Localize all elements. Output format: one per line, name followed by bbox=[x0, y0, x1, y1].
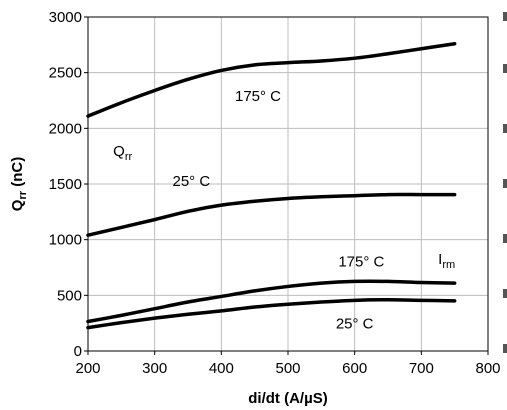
clipped-tick-fragment bbox=[503, 289, 507, 298]
x-tick-label: 700 bbox=[409, 360, 434, 377]
series-line-2 bbox=[86, 279, 457, 324]
y-axis-title: Qrr (nC) bbox=[9, 157, 29, 211]
x-tick-label: 200 bbox=[75, 360, 100, 377]
x-tick-label: 500 bbox=[275, 360, 300, 377]
y-tick-label: 2000 bbox=[49, 120, 82, 137]
y-tick-label: 0 bbox=[74, 343, 82, 360]
x-axis-title: di/dt (A/µS) bbox=[248, 390, 327, 407]
tick-labels: 200 300 400 500 600 700 800 0 500 1000 1500 2000 250… bbox=[49, 9, 501, 377]
clipped-tick-fragment bbox=[503, 64, 507, 73]
y-tick-label: 1500 bbox=[49, 176, 82, 193]
y-tick-label: 3000 bbox=[49, 9, 82, 26]
y-tick-label: 500 bbox=[57, 287, 82, 304]
clipped-tick-fragment bbox=[503, 179, 507, 188]
series-line-3 bbox=[86, 298, 457, 330]
clipped-tick-fragment bbox=[503, 234, 507, 243]
series-line-0 bbox=[86, 41, 457, 118]
annotation-label: 25° C bbox=[172, 173, 210, 190]
annotation-label: 175° C bbox=[338, 253, 384, 270]
clipped-tick-fragment bbox=[503, 124, 507, 133]
clipped-right-axis-marks bbox=[503, 12, 507, 353]
x-tick-label: 600 bbox=[342, 360, 367, 377]
x-tick-label: 800 bbox=[475, 360, 500, 377]
y-tick-label: 2500 bbox=[49, 65, 82, 82]
annotation-label: Qrr bbox=[113, 143, 132, 163]
clipped-tick-fragment bbox=[503, 344, 507, 353]
clipped-tick-fragment bbox=[503, 12, 507, 21]
annotation-label: Irm bbox=[438, 251, 455, 271]
series-line-1 bbox=[86, 192, 457, 237]
annotation-label: 25° C bbox=[336, 316, 374, 333]
annotations: 175° C Qrr 25° C 175° C Irm 25° C bbox=[113, 88, 455, 333]
y-tick-label: 1000 bbox=[49, 232, 82, 249]
x-tick-label: 400 bbox=[209, 360, 234, 377]
annotation-label: 175° C bbox=[235, 88, 281, 105]
grid-lines bbox=[88, 17, 488, 351]
curves bbox=[86, 41, 457, 330]
x-tick-label: 300 bbox=[142, 360, 167, 377]
